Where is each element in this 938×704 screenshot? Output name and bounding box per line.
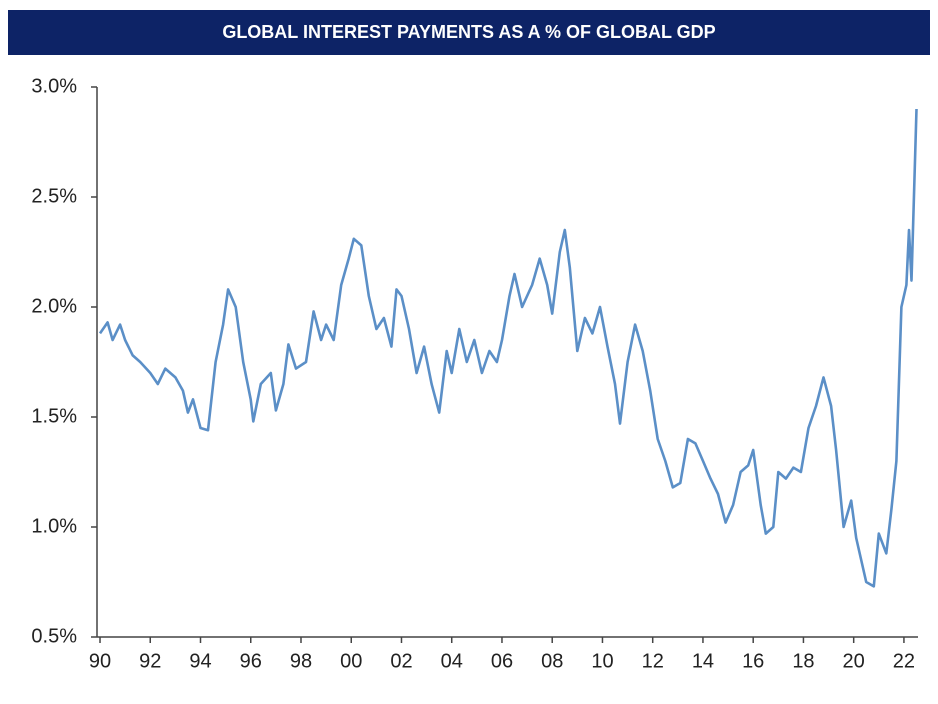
x-tick-label: 08	[541, 650, 563, 672]
data-line	[98, 108, 918, 588]
title-banner	[8, 10, 930, 55]
x-tick-label: 06	[491, 650, 513, 672]
x-tick-label: 10	[591, 650, 613, 672]
x-tick-label: 96	[240, 650, 262, 672]
x-tick-label: 14	[692, 650, 714, 672]
chart-title: GLOBAL INTEREST PAYMENTS AS A % OF GLOBA…	[222, 22, 715, 42]
x-tick-label: 22	[893, 650, 915, 672]
x-tick-label: 12	[642, 650, 664, 672]
x-tick-label: 94	[189, 650, 211, 672]
x-tick-label: 18	[792, 650, 814, 672]
x-tick-label: 02	[390, 650, 412, 672]
x-tick-label: 90	[89, 650, 111, 672]
x-tick-label: 98	[290, 650, 312, 672]
y-tick-label: 2.0%	[31, 295, 77, 317]
y-tick-label: 0.5%	[31, 625, 77, 647]
x-tick-label: 92	[139, 650, 161, 672]
x-tick-label: 16	[742, 650, 764, 672]
y-tick-label: 1.5%	[31, 405, 77, 427]
y-tick-label: 3.0%	[31, 75, 77, 97]
x-tick-label: 00	[340, 650, 362, 672]
y-tick-label: 1.0%	[31, 515, 77, 537]
x-tick-label: 04	[441, 650, 463, 672]
y-tick-label: 2.5%	[31, 185, 77, 207]
x-tick-label: 20	[843, 650, 865, 672]
